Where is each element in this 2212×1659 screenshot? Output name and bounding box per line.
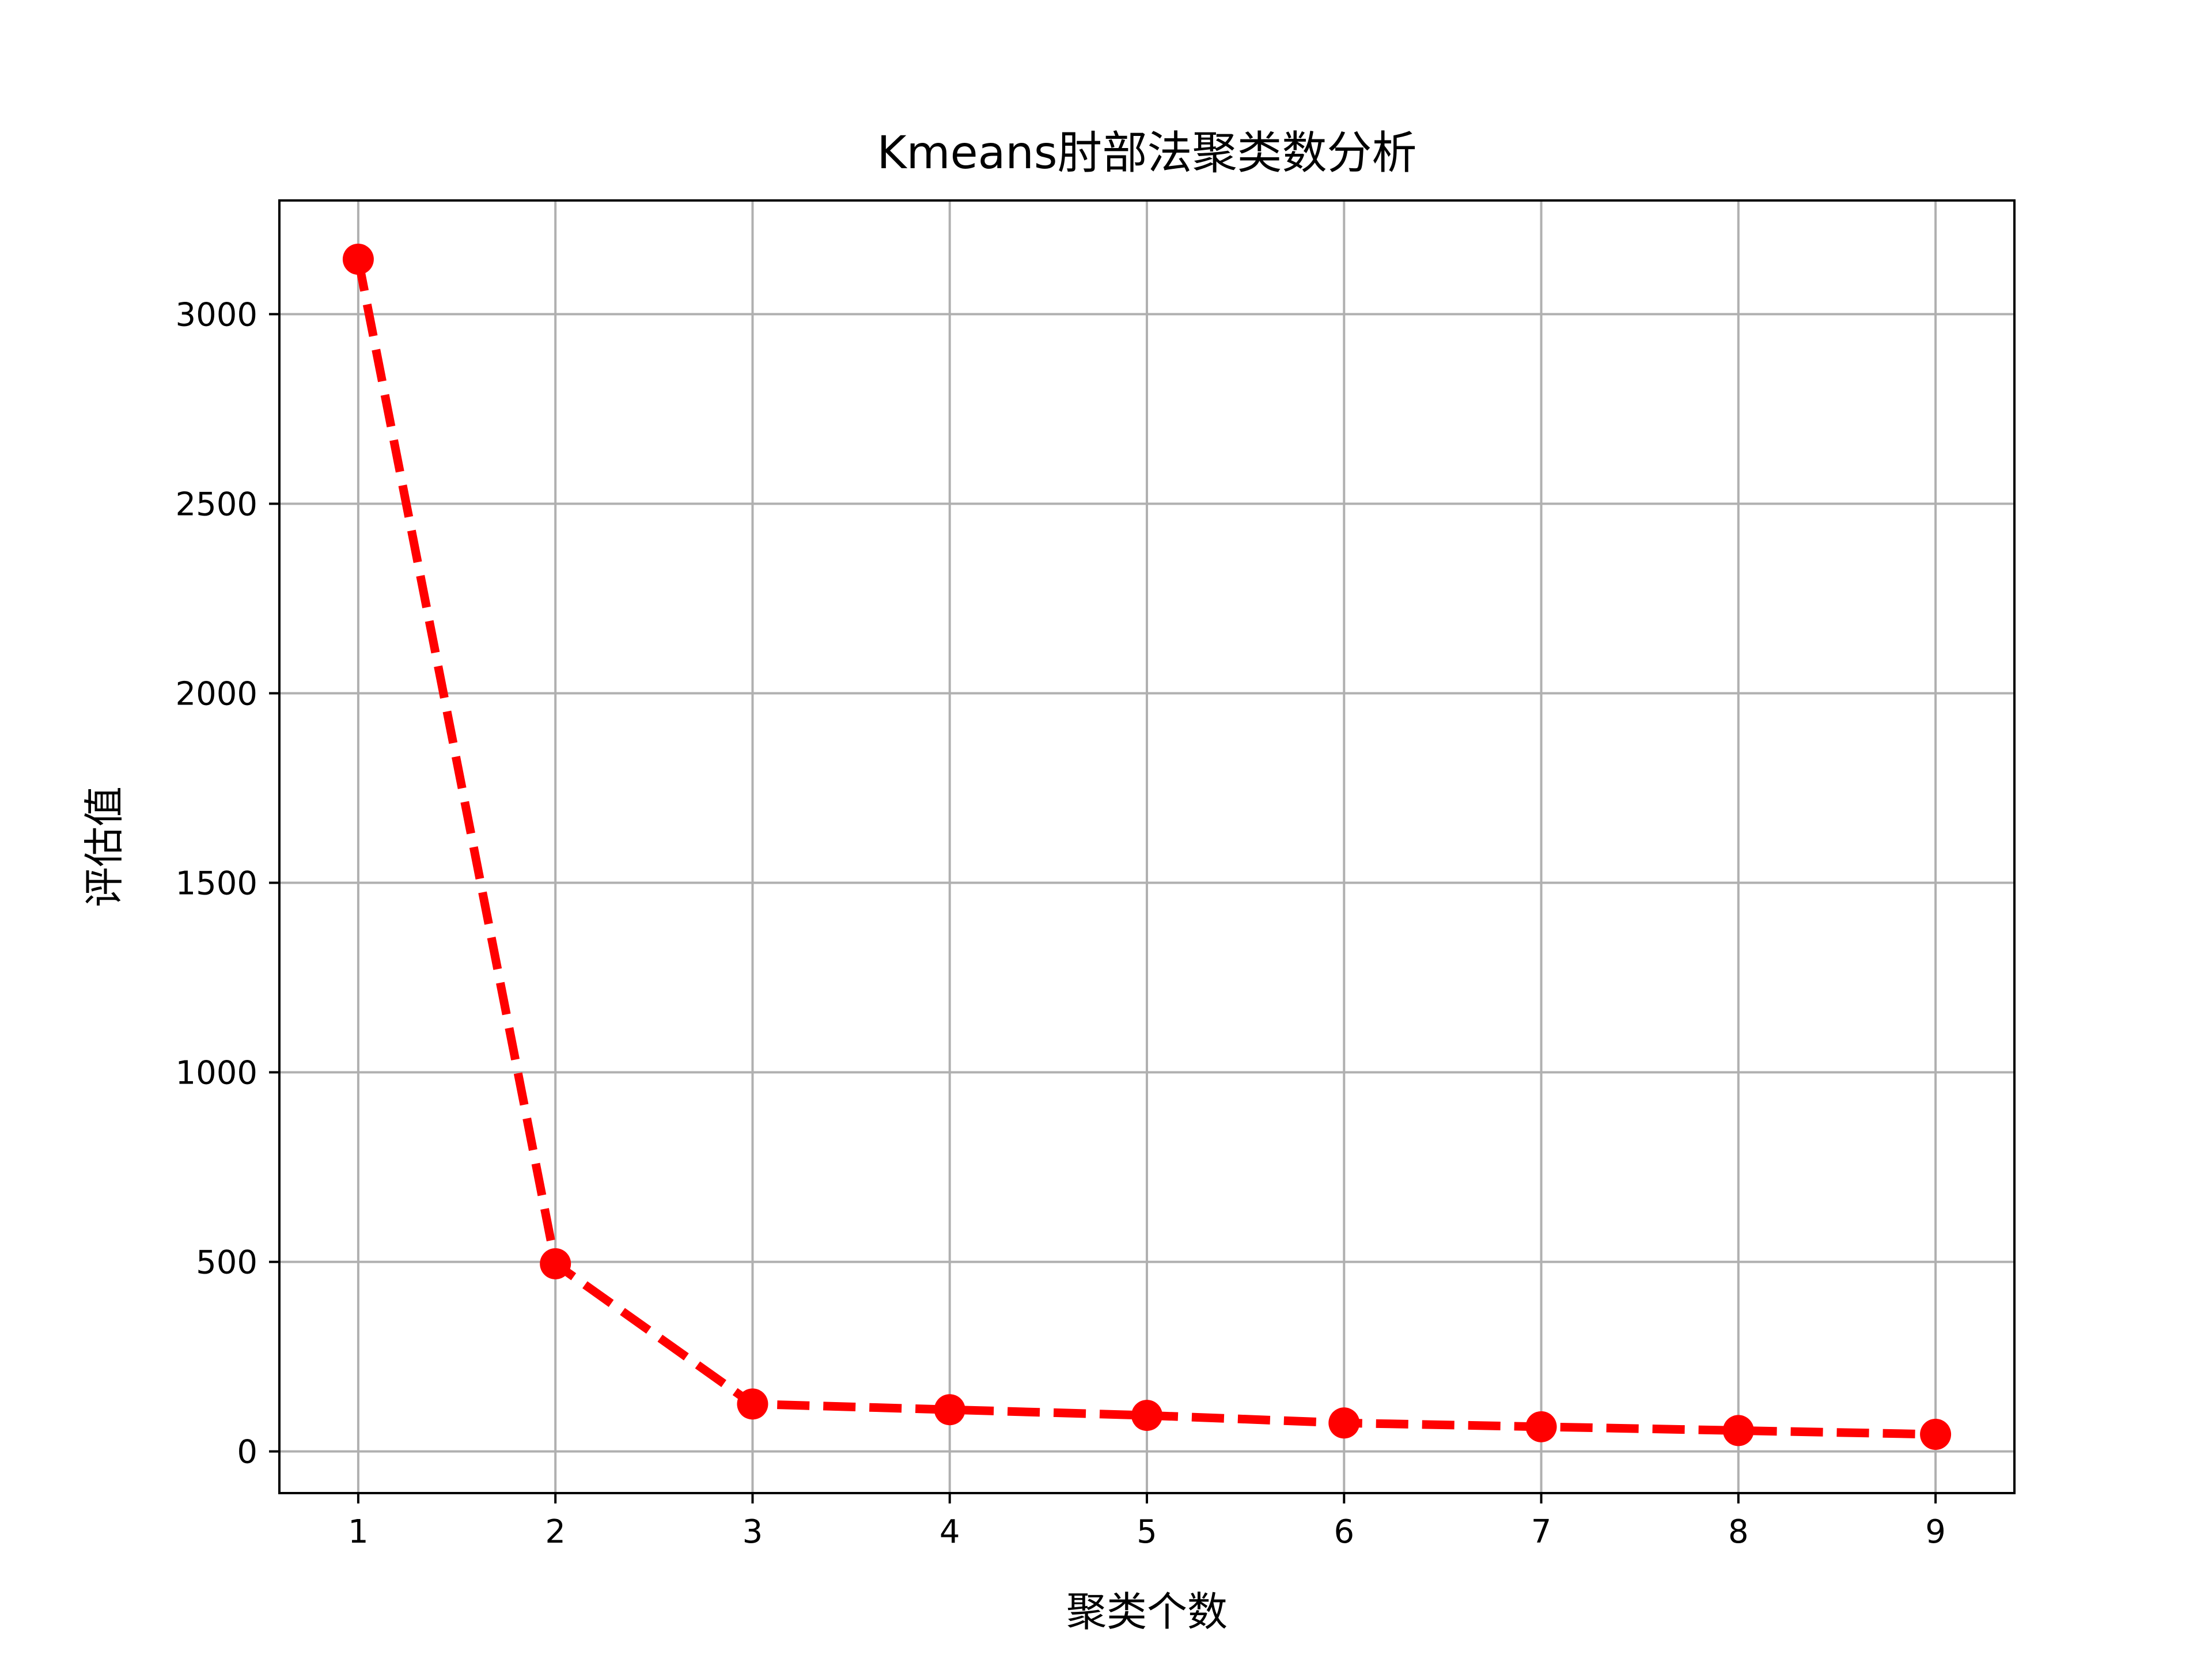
y-tick-label: 0	[237, 1434, 257, 1471]
data-point-marker	[737, 1388, 768, 1420]
data-point-marker	[1920, 1419, 1952, 1450]
data-point-marker	[1525, 1411, 1557, 1442]
y-axis-label: 评估值	[81, 786, 128, 907]
x-tick-label: 8	[1728, 1513, 1749, 1551]
tick-layer: 1 2 3 4 5 6 7 8 9 0 500 1000 1500 2000 2500 3000	[175, 296, 1945, 1551]
y-tick-label: 1500	[175, 865, 257, 903]
y-tick-label: 500	[196, 1244, 257, 1282]
data-point-marker	[1722, 1415, 1754, 1446]
x-tick-label: 2	[545, 1513, 566, 1551]
x-axis-label: 聚类个数	[1066, 1588, 1228, 1635]
data-point-marker	[342, 244, 374, 275]
y-tick-label: 3000	[175, 296, 257, 334]
x-tick-label: 4	[940, 1513, 960, 1551]
x-tick-label: 6	[1334, 1513, 1354, 1551]
x-tick-label: 1	[348, 1513, 369, 1551]
x-tick-label: 7	[1531, 1513, 1552, 1551]
series-layer	[342, 244, 1952, 1450]
data-point-marker	[1328, 1407, 1360, 1439]
chart-title: Kmeans肘部法聚类数分析	[877, 127, 1417, 179]
x-tick-label: 9	[1925, 1513, 1946, 1551]
data-point-marker	[934, 1394, 965, 1426]
grid-layer	[279, 200, 2014, 1493]
data-point-marker	[540, 1248, 571, 1279]
data-point-marker	[1131, 1400, 1162, 1431]
x-tick-label: 5	[1137, 1513, 1157, 1551]
y-tick-label: 1000	[175, 1055, 257, 1092]
y-tick-label: 2500	[175, 486, 257, 523]
x-tick-label: 3	[743, 1513, 763, 1551]
y-tick-label: 2000	[175, 675, 257, 713]
